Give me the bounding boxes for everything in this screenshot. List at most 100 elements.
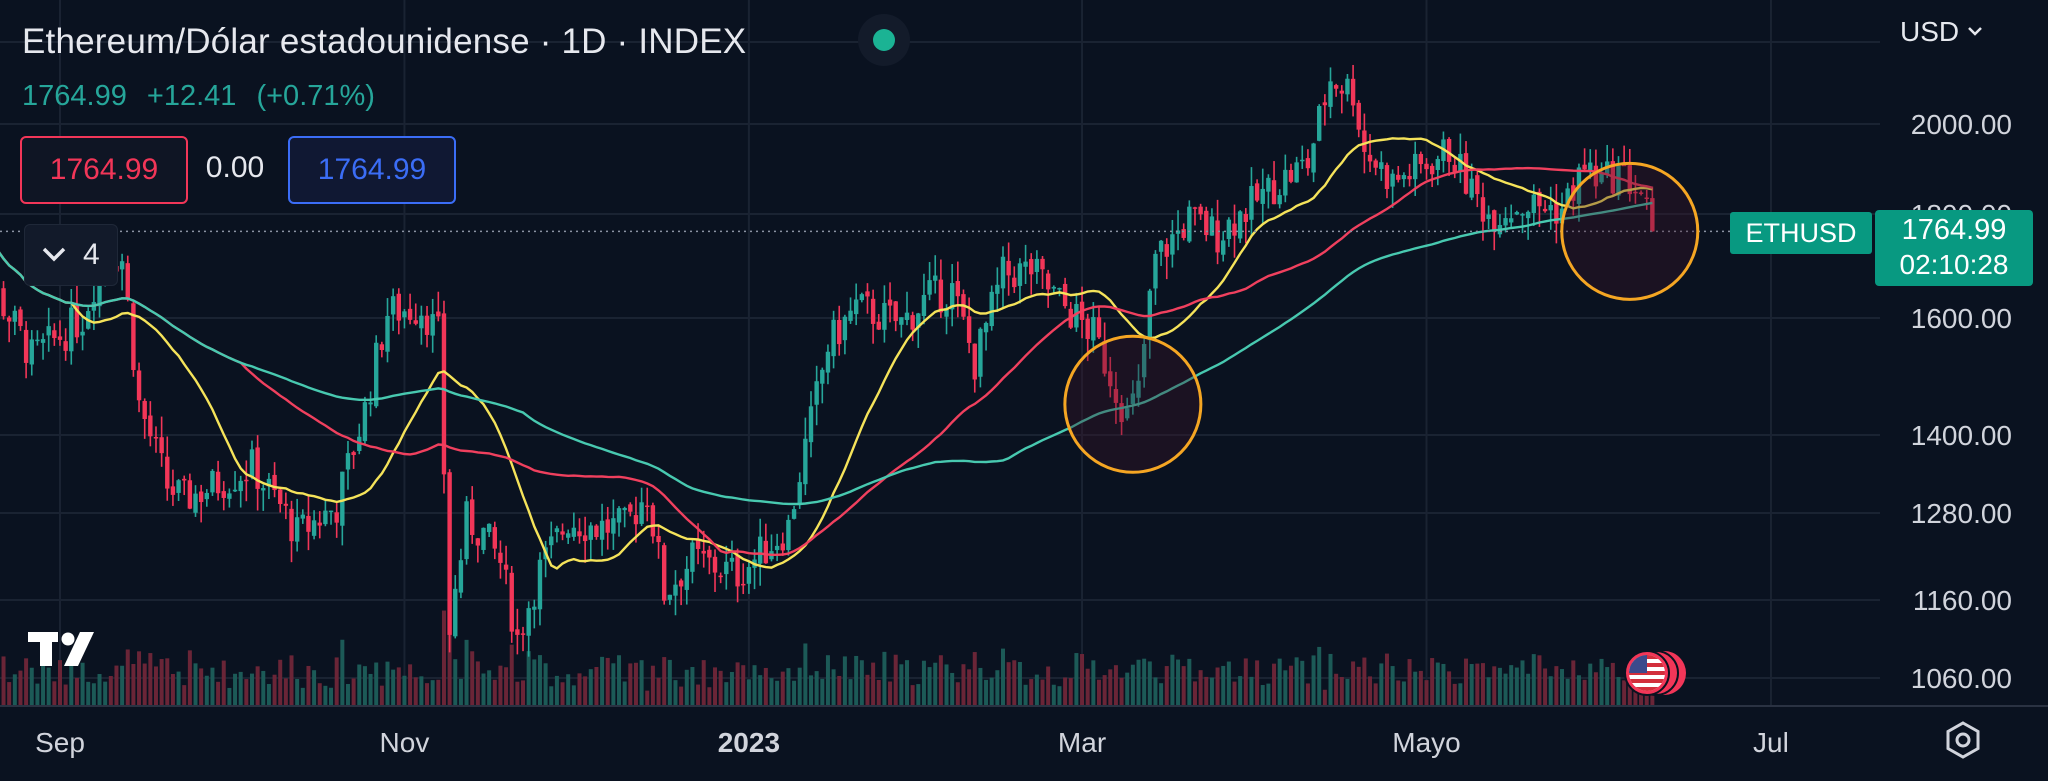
volume-bar	[18, 670, 23, 705]
candle-body	[1429, 165, 1435, 175]
candle-body	[1508, 218, 1514, 223]
candle-body	[1638, 192, 1644, 194]
candle-body	[949, 283, 955, 310]
volume-bar	[746, 679, 751, 705]
volume-bar	[1576, 675, 1581, 705]
volume-bar	[628, 663, 633, 705]
last-price: 1764.99	[22, 80, 127, 112]
candle-body	[351, 452, 356, 456]
y-tick-label: 1400.00	[1911, 420, 2012, 451]
candle-body	[791, 509, 797, 519]
volume-bar	[662, 657, 667, 705]
candle-body	[1029, 259, 1034, 275]
candle-body	[1627, 165, 1632, 195]
candle-body	[1373, 160, 1378, 168]
candle-body	[565, 533, 571, 538]
candle-body	[1023, 261, 1028, 267]
volume-bar	[1017, 661, 1022, 705]
candle-body	[995, 284, 1000, 294]
volume-bar	[1356, 666, 1361, 705]
candle-body	[673, 584, 678, 596]
volume-bar	[837, 675, 842, 705]
candle-body	[481, 527, 486, 550]
volume-bar	[1322, 689, 1327, 705]
candle-body	[1463, 153, 1469, 194]
candle-body	[261, 488, 266, 491]
volume-bar	[650, 665, 655, 705]
volume-bar	[345, 684, 350, 705]
market-status[interactable]	[858, 14, 910, 66]
volume-bar	[1610, 662, 1615, 705]
candle-body	[1458, 153, 1463, 172]
settings-icon[interactable]	[1943, 720, 1983, 760]
volume-bar	[786, 668, 791, 705]
volume-bar	[306, 665, 311, 705]
volume-bar	[108, 676, 113, 705]
candle-body	[1616, 165, 1621, 196]
us-flag-icon[interactable]	[1622, 648, 1688, 698]
x-tick-label: Jul	[1753, 727, 1789, 758]
candle-body	[1108, 371, 1113, 387]
currency-selector[interactable]: USD	[1900, 16, 1983, 48]
volume-bar	[1531, 654, 1536, 705]
candle-body	[933, 275, 938, 281]
candle-body	[1051, 286, 1057, 289]
volume-bar	[289, 655, 294, 705]
candle-body	[1277, 195, 1282, 205]
volume-bar	[1554, 666, 1559, 705]
candle-body	[1480, 197, 1486, 222]
candle-body	[430, 314, 435, 336]
candle-body	[57, 336, 63, 340]
volume-bar	[1170, 654, 1175, 705]
volume-bar	[114, 665, 119, 705]
candle-body	[80, 331, 85, 336]
volume-bar	[1345, 678, 1350, 705]
volume-bar	[797, 667, 802, 705]
candle-body	[735, 554, 740, 587]
candle-body	[1644, 197, 1649, 200]
volume-bar	[329, 687, 334, 705]
candle-body	[323, 510, 328, 525]
candle-body	[385, 315, 390, 352]
volume-bar	[910, 685, 915, 705]
volume-bar	[1469, 664, 1474, 705]
volume-bar	[600, 656, 605, 705]
candle-body	[29, 339, 34, 365]
candle-body	[1091, 317, 1096, 341]
volume-bar	[713, 667, 718, 705]
indicators-toggle-button[interactable]: 4	[24, 224, 118, 286]
volume-bar	[470, 651, 475, 705]
candle-body	[1130, 393, 1136, 405]
tradingview-logo-icon[interactable]	[28, 628, 104, 670]
volume-bar	[1537, 655, 1542, 705]
volume-bar	[577, 673, 582, 705]
buy-button[interactable]: 1764.99	[288, 136, 456, 204]
volume-bar	[961, 664, 966, 705]
candle-body	[887, 299, 893, 306]
sell-button[interactable]: 1764.99	[20, 136, 188, 204]
highlight-circle	[1063, 334, 1203, 474]
candle-body	[142, 400, 147, 419]
candle-body	[1446, 139, 1452, 162]
candle-body	[1384, 165, 1390, 190]
candle-body	[718, 575, 723, 578]
candle-body	[571, 527, 577, 537]
volume-bar	[1452, 683, 1457, 705]
volume-bar	[1255, 660, 1260, 705]
volume-bar	[1272, 663, 1277, 705]
volume-bar	[1622, 680, 1627, 705]
candle-body	[221, 491, 226, 498]
candle-body	[678, 580, 684, 587]
candle-body	[453, 588, 458, 637]
volume-bar	[899, 664, 904, 705]
volume-bar	[741, 665, 746, 705]
candle-body	[1486, 214, 1491, 219]
volume-bar	[1605, 667, 1610, 705]
candle-body	[1006, 260, 1011, 276]
volume-bar	[187, 650, 192, 705]
volume-bar	[244, 679, 249, 705]
volume-bar	[537, 655, 542, 705]
volume-bar	[1639, 688, 1644, 705]
candle-body	[1503, 218, 1508, 226]
